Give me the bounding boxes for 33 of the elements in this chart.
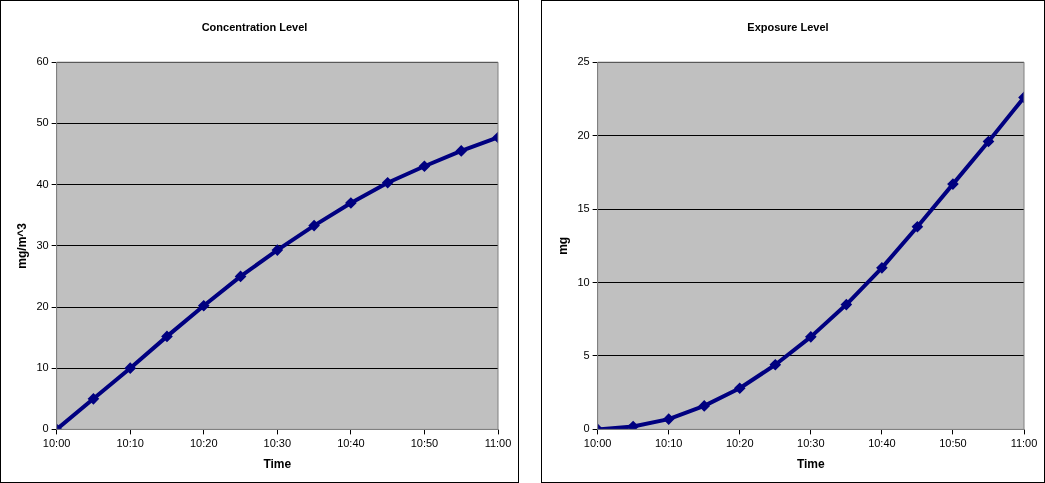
x-tick-label: 10:50 <box>939 437 967 450</box>
y-tick-label: 5 <box>583 348 590 361</box>
x-tick-label: 10:00 <box>42 437 71 450</box>
y-tick-label: 40 <box>36 177 49 190</box>
y-axis-title: mg/m^3 <box>14 222 29 269</box>
x-tick-label: 10:30 <box>797 437 825 450</box>
y-tick-label: 25 <box>577 55 590 68</box>
y-axis-title: mg <box>555 236 570 255</box>
y-tick-label: 10 <box>577 275 590 288</box>
x-tick-label: 11:00 <box>1010 437 1038 450</box>
y-tick-label: 30 <box>36 238 49 251</box>
y-tick-label: 0 <box>42 422 49 435</box>
chart-title: Concentration Level <box>201 20 308 33</box>
y-tick-label: 20 <box>36 300 49 313</box>
x-tick-label: 10:30 <box>263 437 292 450</box>
y-tick-label: 10 <box>36 361 49 374</box>
x-tick-label: 10:00 <box>583 437 612 450</box>
x-axis-title: Time <box>796 457 826 472</box>
x-tick-label: 10:40 <box>337 437 365 450</box>
y-tick-label: 15 <box>577 202 590 215</box>
x-tick-label: 10:10 <box>116 437 144 450</box>
x-tick-label: 10:50 <box>410 437 439 450</box>
y-tick-label: 60 <box>36 55 49 68</box>
x-tick-label: 10:10 <box>654 437 683 450</box>
y-tick-label: 0 <box>583 422 590 435</box>
chart-title: Exposure Level <box>747 20 829 33</box>
x-axis-title: Time <box>263 457 292 472</box>
x-tick-label: 10:20 <box>189 437 218 450</box>
x-tick-label: 11:00 <box>484 437 512 450</box>
y-tick-label: 20 <box>577 128 590 141</box>
x-tick-label: 10:20 <box>725 437 754 450</box>
y-tick-label: 50 <box>36 116 49 129</box>
x-tick-label: 10:40 <box>868 437 896 450</box>
